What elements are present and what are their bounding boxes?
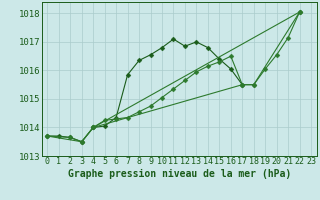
X-axis label: Graphe pression niveau de la mer (hPa): Graphe pression niveau de la mer (hPa) <box>68 169 291 179</box>
